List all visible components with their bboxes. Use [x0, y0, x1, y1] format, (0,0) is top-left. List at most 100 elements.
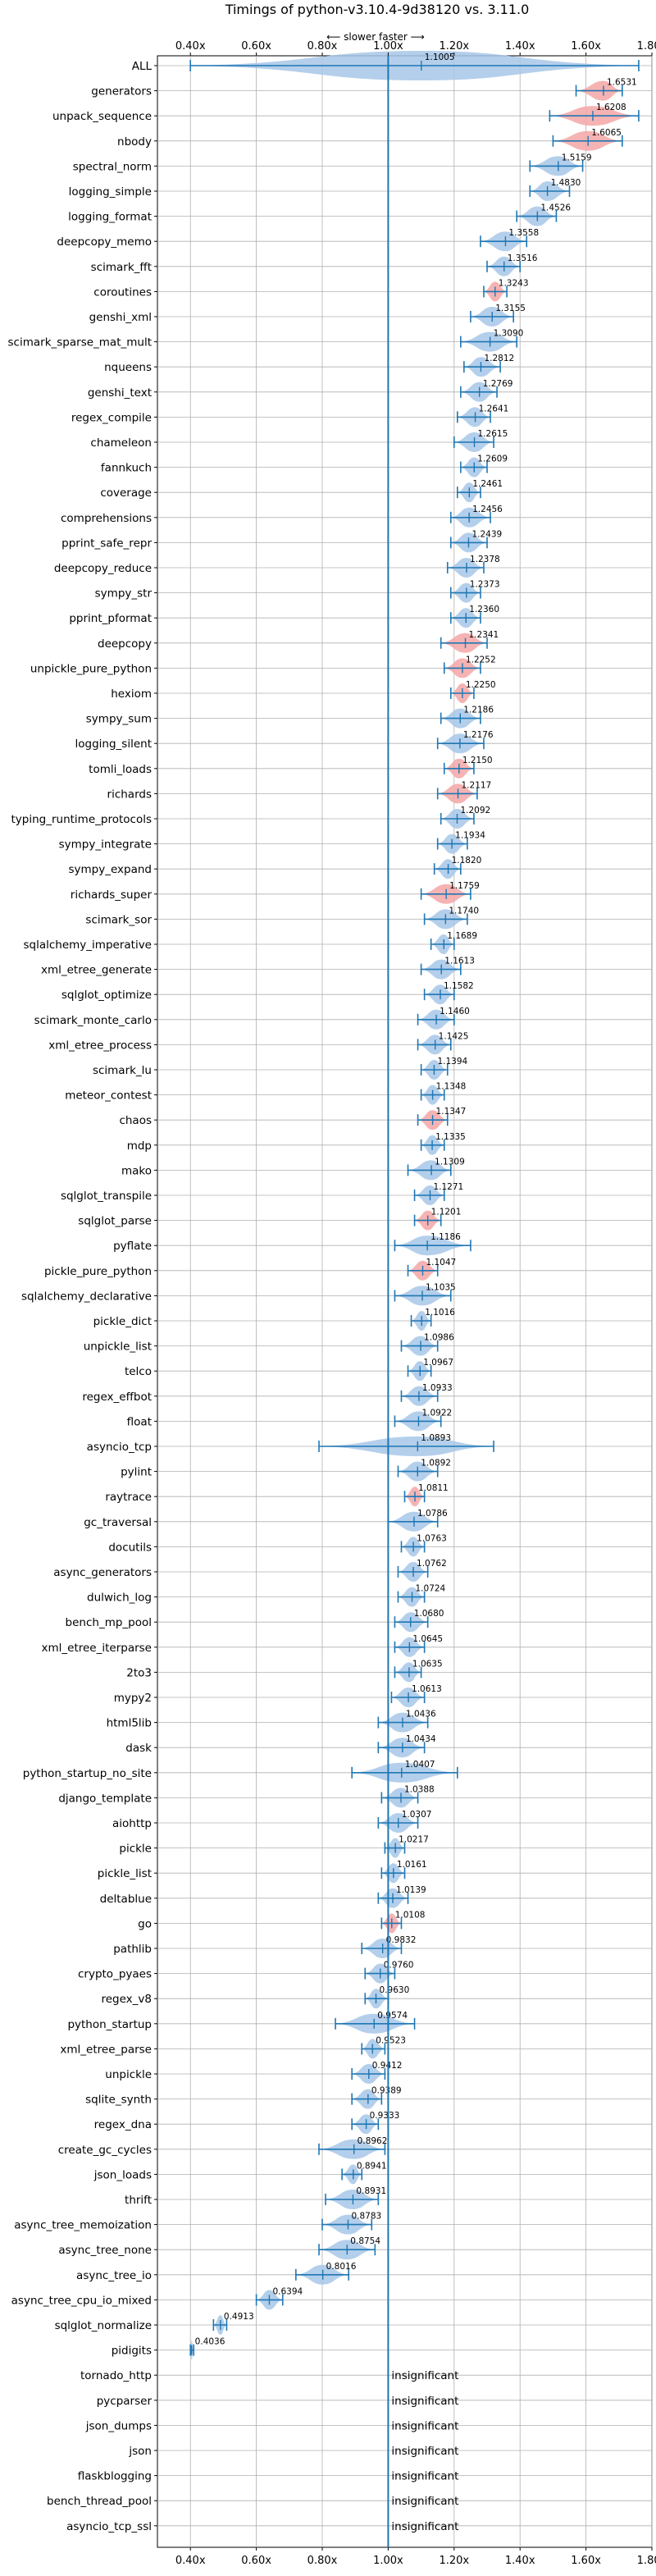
category-label: coverage — [100, 486, 152, 500]
category-label: sqlalchemy_imperative — [24, 939, 153, 952]
data-label: 1.1425 — [439, 1031, 469, 1041]
category-label: scimark_monte_carlo — [34, 1014, 152, 1027]
data-label: 1.1186 — [430, 1232, 461, 1242]
data-label: 0.9574 — [377, 2011, 408, 2021]
category-label: regex_compile — [71, 411, 152, 424]
category-label: spectral_norm — [73, 160, 152, 173]
category-label: async_tree_io — [76, 2269, 152, 2282]
x-tick-label-bottom: 0.80x — [308, 2555, 338, 2567]
category-label: scimark_fft — [91, 261, 152, 274]
data-label: 1.3558 — [508, 228, 539, 238]
data-label: 1.0434 — [406, 1734, 436, 1744]
grid-lines — [157, 56, 653, 2547]
category-label: meteor_contest — [65, 1089, 152, 1103]
category-label: pathlib — [113, 1943, 152, 1956]
data-label: 0.8931 — [356, 2186, 386, 2196]
category-label: gc_traversal — [84, 1516, 152, 1529]
data-label: 1.1047 — [426, 1258, 456, 1267]
category-label: richards — [107, 788, 152, 801]
data-label: 1.0139 — [396, 1885, 426, 1895]
category-label: coroutines — [93, 285, 152, 299]
x-tick-label-bottom: 1.40x — [505, 2555, 535, 2567]
category-label: pycparser — [97, 2395, 153, 2408]
chart-title: Timings of python-v3.10.4-9d38120 vs. 3.… — [225, 2, 530, 17]
violins: 1.1005 1.6531 1.6208 1.6065 1.5159 1.4830 1.45… — [189, 51, 640, 2547]
data-label: 1.1201 — [431, 1208, 462, 1217]
data-label: 1.2456 — [472, 505, 503, 514]
data-label: 1.0680 — [414, 1609, 444, 1619]
category-label: mako — [121, 1164, 152, 1177]
x-tick-label-top: 0.80x — [308, 40, 338, 53]
category-label: logging_silent — [75, 738, 152, 751]
insignificant-label: insignificant — [391, 2470, 458, 2483]
data-label: 0.8754 — [350, 2236, 380, 2246]
x-tick-label-top: 1.00x — [373, 40, 403, 53]
data-label: 1.0786 — [417, 1509, 448, 1519]
category-label: fannkuch — [101, 462, 152, 475]
category-label: richards_super — [71, 888, 153, 902]
category-label: pprint_safe_repr — [61, 537, 152, 550]
category-label: django_template — [58, 1792, 152, 1805]
category-label: mdp — [127, 1140, 152, 1153]
data-label: 1.0388 — [404, 1784, 435, 1794]
data-label: 1.0645 — [412, 1634, 443, 1644]
category-label: mypy2 — [114, 1692, 152, 1705]
data-label: 0.4036 — [195, 2337, 226, 2347]
data-label: 1.1394 — [437, 1057, 467, 1066]
category-label: unpickle_list — [84, 1341, 152, 1354]
data-label: 1.1582 — [444, 981, 474, 991]
category-label: sympy_sum — [86, 713, 152, 726]
category-label: html5lib — [107, 1717, 152, 1730]
data-label: 0.9523 — [376, 2035, 406, 2045]
category-label: tomli_loads — [89, 763, 152, 776]
data-label: 1.0635 — [412, 1659, 443, 1669]
data-label: 0.9832 — [386, 1935, 417, 1945]
data-label: 0.6394 — [272, 2286, 303, 2296]
data-label: 1.1347 — [436, 1107, 467, 1117]
data-label: 1.3090 — [494, 329, 524, 339]
category-label: nqueens — [104, 361, 152, 374]
category-label: sqlglot_optimize — [61, 989, 152, 1002]
insignificant-label: insignificant — [391, 2445, 458, 2458]
data-label: 1.1934 — [455, 831, 485, 841]
x-tick-label-bottom: 0.40x — [175, 2555, 206, 2567]
category-label: asyncio_tcp — [87, 1441, 152, 1454]
data-label: 1.4830 — [551, 178, 581, 188]
x-tick-label-bottom: 1.20x — [439, 2555, 469, 2567]
data-label: 1.0436 — [406, 1710, 436, 1720]
category-label: sqlglot_normalize — [55, 2319, 152, 2332]
data-label: 0.4913 — [224, 2312, 254, 2322]
category-label: flaskblogging — [78, 2470, 152, 2483]
data-label: 1.0933 — [422, 1383, 453, 1393]
data-label: 1.3155 — [495, 304, 526, 313]
data-label: 1.0811 — [418, 1483, 449, 1493]
insignificant-label: insignificant — [391, 2419, 458, 2432]
category-label: raytrace — [105, 1491, 152, 1504]
category-label: xml_etree_iterparse — [42, 1642, 153, 1655]
data-label: 1.2360 — [469, 605, 499, 614]
category-label: scimark_sparse_mat_mult — [8, 336, 152, 349]
data-label: 1.1309 — [435, 1157, 465, 1167]
x-tick-label-bottom: 1.00x — [373, 2555, 403, 2567]
category-label: dask — [125, 1742, 152, 1755]
data-label: 1.0161 — [397, 1860, 427, 1870]
data-label: 1.2341 — [469, 630, 499, 640]
data-label: 1.1820 — [452, 856, 482, 866]
data-label: 0.9760 — [384, 1961, 414, 1971]
category-label: pyflate — [113, 1240, 152, 1253]
data-label: 1.1759 — [449, 881, 480, 891]
category-label: regex_effbot — [82, 1391, 152, 1404]
category-label: pprint_pformat — [69, 612, 152, 625]
data-label: 1.6065 — [591, 128, 622, 138]
data-label: 1.2609 — [477, 454, 508, 464]
data-label: 1.1016 — [425, 1308, 455, 1318]
data-label: 1.1460 — [440, 1007, 470, 1016]
category-label: sympy_integrate — [59, 838, 152, 852]
category-label: thrift — [125, 2194, 152, 2207]
category-label: 2to3 — [126, 1666, 152, 1679]
category-label: sqlglot_parse — [78, 1215, 152, 1228]
category-label: comprehensions — [61, 512, 152, 525]
x-tick-label-top: 1.20x — [439, 40, 469, 53]
category-label: unpickle — [105, 2068, 152, 2081]
